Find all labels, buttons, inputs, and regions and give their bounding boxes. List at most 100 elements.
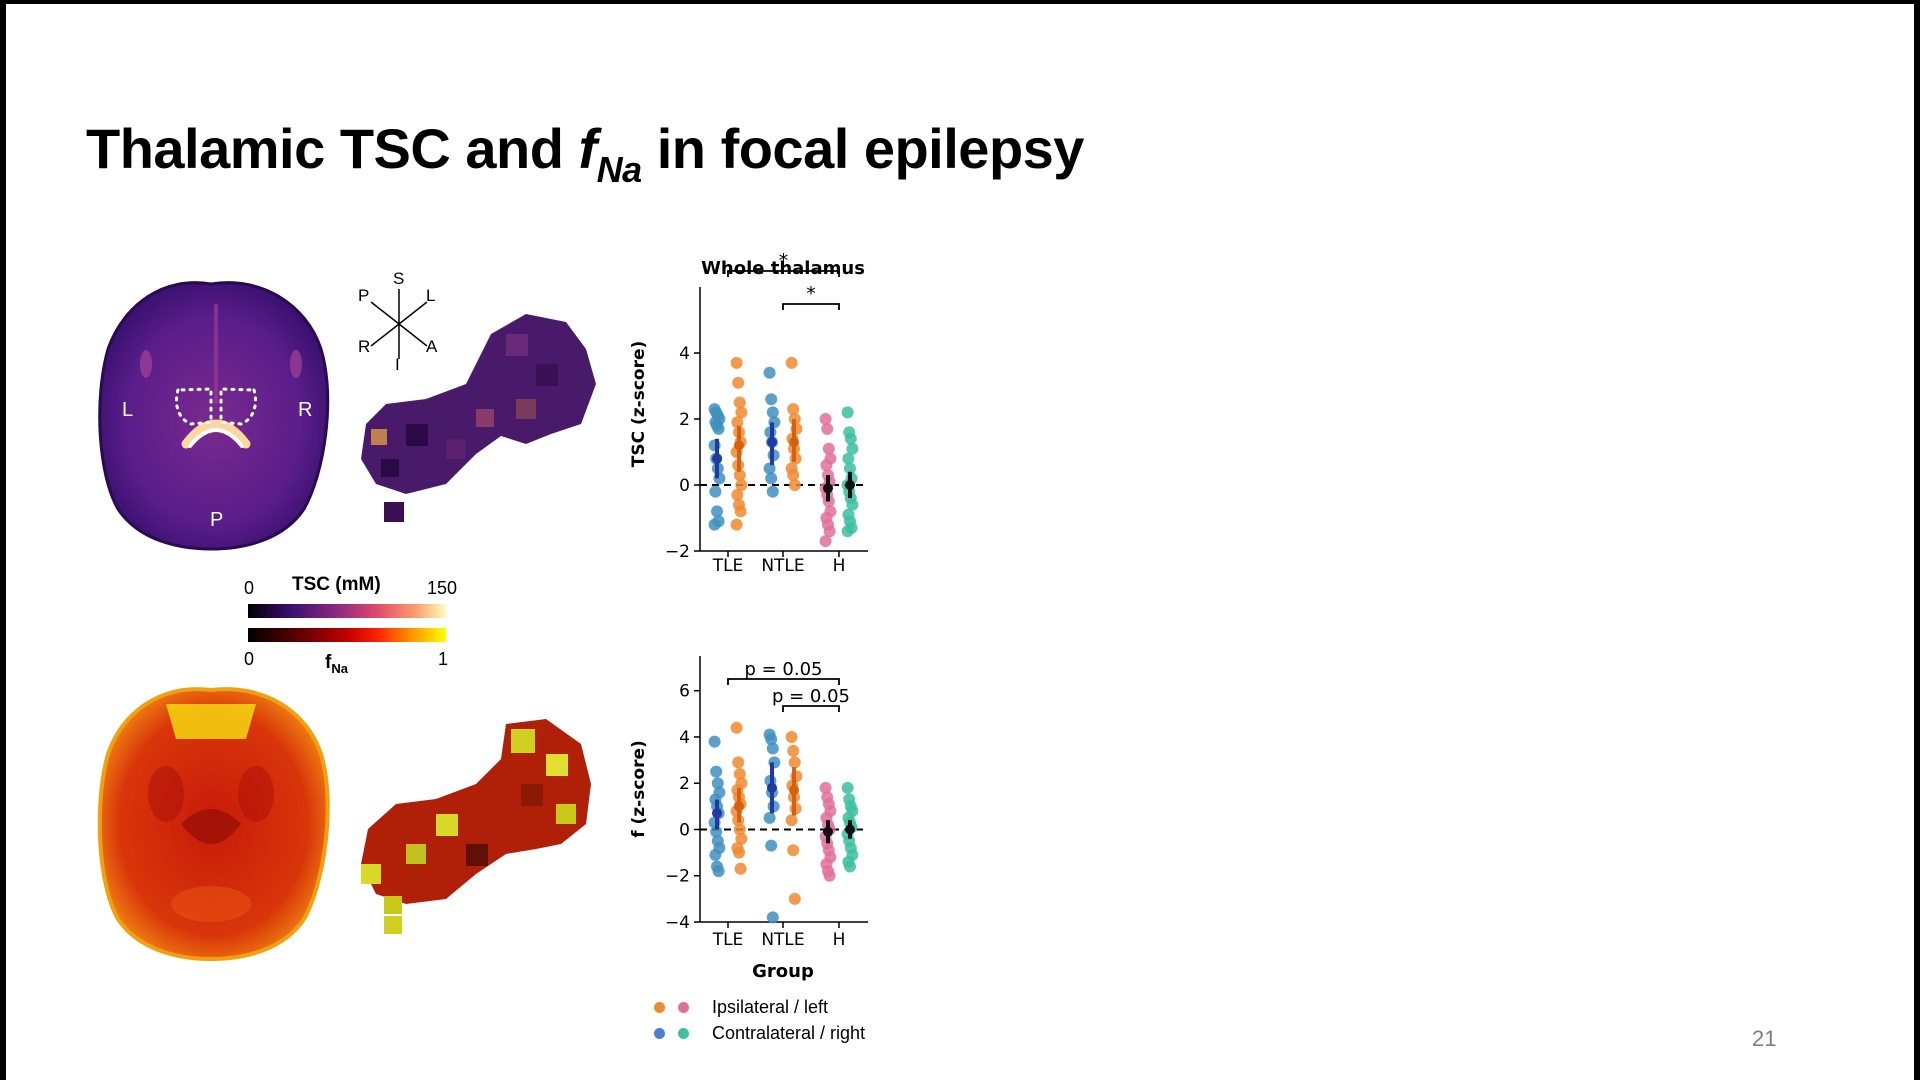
y-tick-label: 2: [679, 410, 690, 430]
legend-ipsi-pink-swatch: [678, 1001, 689, 1013]
slide: Thalamic TSC and fNa in focal epilepsy: [6, 4, 1914, 1080]
data-point: [733, 846, 745, 859]
mean-marker: [734, 440, 744, 451]
data-point: [708, 735, 721, 748]
data-point: [710, 765, 723, 778]
tsc-colorbar-max: 150: [427, 578, 457, 598]
data-point: [763, 462, 776, 475]
title-symbol: f: [578, 117, 598, 180]
fna-colorbar-min: 0: [244, 649, 254, 669]
data-point: [734, 862, 747, 875]
data-point: [842, 452, 855, 465]
orient-posterior: P: [358, 286, 369, 305]
mean-marker: [845, 824, 855, 835]
data-point: [710, 825, 723, 838]
significance-label: p = 0.05: [772, 686, 850, 707]
data-point: [730, 518, 743, 531]
brain-label-right: R: [298, 399, 312, 421]
tsc-chart: Whole thalamus TSC (z-score) −2 0 2 4 TLE NTL…: [629, 250, 868, 576]
data-point: [785, 814, 798, 827]
x-tick-label: H: [833, 930, 846, 950]
data-point: [785, 356, 798, 369]
mean-marker: [767, 782, 777, 793]
tsc-plot-area: −2 0 2 4 TLE NTLE H * *: [665, 250, 868, 576]
data-point: [821, 422, 834, 435]
mean-marker: [823, 826, 833, 837]
y-axis-label: TSC (z-score): [629, 341, 649, 468]
fna-colorbar-label: f: [325, 652, 332, 673]
orient-left: L: [426, 286, 435, 305]
x-tick-label: TLE: [712, 930, 744, 950]
data-point: [841, 406, 854, 419]
legend-ipsilateral: Ipsilateral / left: [654, 994, 865, 1020]
data-point: [709, 485, 722, 498]
data-point: [765, 839, 778, 852]
data-point: [844, 462, 856, 475]
data-point: [846, 498, 859, 511]
fna-colorbar-max: 1: [438, 649, 448, 669]
svg-text:fNa: fNa: [325, 652, 349, 676]
data-point: [844, 860, 856, 873]
y-tick-label: 2: [679, 774, 690, 794]
data-point: [766, 406, 779, 419]
data-point: [788, 756, 801, 769]
data-point: [787, 403, 800, 416]
legend-contralateral-label: Contralateral / right: [712, 1022, 866, 1043]
data-point: [785, 730, 798, 743]
data-point: [819, 781, 832, 794]
x-tick-label: TLE: [712, 556, 744, 576]
data-point: [841, 525, 854, 538]
data-point: [708, 518, 721, 531]
brain-label-left: L: [122, 399, 133, 421]
significance-bracket: [782, 705, 840, 712]
data-point: [709, 848, 722, 861]
mean-marker: [789, 785, 799, 796]
x-tick-label: H: [833, 556, 846, 576]
slide-number: 21: [1752, 1026, 1777, 1051]
data-point: [787, 844, 800, 857]
data-point: [731, 488, 744, 501]
mean-marker: [712, 808, 722, 819]
significance-bracket: [782, 303, 840, 310]
orient-right: R: [358, 337, 370, 356]
data-point: [846, 442, 859, 455]
significance-label: p = 0.05: [744, 659, 822, 680]
data-point: [823, 869, 836, 882]
significance-label: *: [779, 250, 789, 272]
data-point: [732, 756, 745, 769]
mean-marker: [767, 437, 777, 448]
y-tick-label: −2: [665, 542, 690, 562]
data-point: [712, 422, 725, 435]
data-point: [841, 781, 854, 794]
mean-marker: [789, 437, 799, 448]
legend-ipsi-orange-swatch: [654, 1001, 665, 1013]
data-point: [766, 742, 779, 755]
mean-marker: [823, 483, 833, 494]
legend-contra-blue-swatch: [654, 1027, 665, 1039]
data-point: [787, 469, 800, 482]
data-point: [731, 416, 744, 429]
slide-title: Thalamic TSC and fNa in focal epilepsy: [86, 116, 1084, 191]
data-point: [765, 733, 778, 746]
y-tick-label: 0: [679, 476, 690, 496]
significance-bracket: [727, 270, 840, 277]
tsc-colorbar-label: TSC (mM): [292, 574, 381, 595]
data-point: [733, 767, 746, 780]
data-point: [735, 832, 748, 845]
fna-colorbar: [248, 628, 446, 642]
x-tick-label: NTLE: [761, 930, 804, 950]
fna-chart: f (z-score) Group −4 −2 0 2 4 6 TLE NTLE Hp = 0.…: [629, 656, 868, 982]
orientation-glyph: S I P L R A: [358, 269, 438, 374]
colorbars: 0 TSC (mM) 150 0 fNa 1: [244, 574, 457, 676]
chart-title: Whole thalamus: [701, 258, 865, 279]
y-tick-label: 6: [679, 682, 690, 702]
data-point: [712, 865, 725, 878]
legend-contra-teal-swatch: [678, 1027, 689, 1039]
title-suffix: in focal epilepsy: [641, 117, 1085, 180]
data-point: [733, 396, 746, 409]
data-point: [822, 442, 835, 455]
title-subscript: Na: [596, 149, 643, 190]
fna-thalamus-render: [361, 719, 591, 934]
data-point: [730, 356, 743, 369]
y-tick-label: −4: [665, 913, 690, 933]
